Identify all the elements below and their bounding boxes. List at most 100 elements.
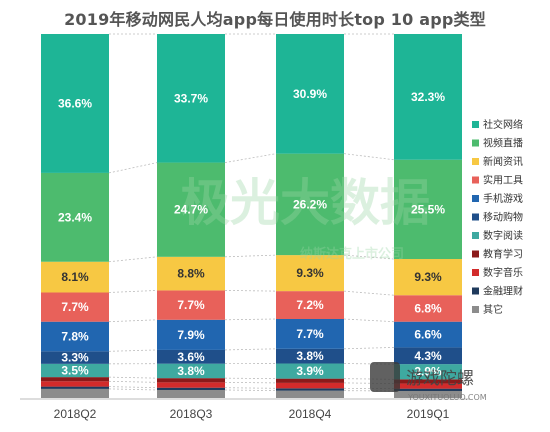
data-label-2019Q1-series-8: 9.3%: [414, 270, 442, 284]
bar-segment-2019Q1-series-8: [394, 259, 462, 296]
data-label-2018Q3-series-4: 3.8%: [177, 364, 205, 378]
connector-line: [224, 381, 277, 384]
bar-segment-2018Q4-series-6: [276, 319, 344, 349]
data-label-2018Q4-series-4: 3.9%: [296, 364, 324, 378]
bar-segment-2018Q4-series-3: [276, 378, 344, 383]
chart-title: 2019年移动网民人均app每日使用时长top 10 app类型: [64, 10, 486, 29]
bar-segment-2018Q2-series-7: [41, 292, 109, 322]
legend-swatch: [472, 213, 479, 221]
bar-segment-2018Q3-series-3: [157, 378, 225, 383]
legend-swatch: [472, 287, 479, 295]
legend-swatch: [472, 232, 479, 239]
legend-item-4[interactable]: 手机游戏: [472, 192, 523, 205]
legend-item-7[interactable]: 教育学习: [472, 248, 523, 261]
legend-swatch: [472, 121, 479, 128]
bar-segment-2019Q1-series-4: [394, 364, 462, 380]
connector-line: [224, 254, 277, 258]
bar-segment-2018Q2-series-8: [41, 261, 109, 293]
bar-segment-2018Q3-series-9: [157, 162, 225, 257]
data-label-2019Q1-series-10: 32.3%: [411, 90, 445, 104]
bar-segment-2018Q3-series-0: [157, 389, 225, 398]
connector-line: [108, 386, 158, 389]
bar-segment-2018Q4-series-8: [276, 255, 344, 292]
legend-label: 实用工具: [483, 174, 523, 187]
data-label-2018Q3-series-8: 8.8%: [177, 267, 205, 281]
legend-swatch: [472, 250, 479, 258]
x-tick-label-2018Q4: 2018Q4: [289, 407, 332, 421]
bar-segment-2018Q2-series-5: [41, 351, 109, 364]
bar-segment-2018Q2-series-10: [41, 34, 109, 173]
watermark-text: 极光大数据: [180, 174, 430, 232]
data-label-2019Q1-series-4: 3.9%: [414, 365, 442, 379]
connector-line: [108, 388, 158, 391]
legend-item-8[interactable]: 数字音乐: [472, 266, 523, 279]
legend-swatch: [472, 269, 479, 276]
bar-segment-2018Q2-series-2: [41, 381, 109, 387]
watermark: 极光大数据 纳斯达克上市公司: [180, 174, 430, 262]
legend-item-5[interactable]: 移动购物: [472, 211, 523, 224]
watermark-subtext: 纳斯达克上市公司: [300, 246, 404, 262]
bar-segment-2018Q4-series-1: [276, 388, 344, 391]
data-label-2018Q3-series-5: 3.6%: [177, 350, 205, 364]
data-label-2018Q3-series-7: 7.7%: [177, 298, 205, 312]
connector-line: [343, 290, 395, 296]
bar-segment-2019Q1-series-5: [394, 347, 462, 365]
data-label-2018Q3-series-9: 24.7%: [174, 203, 208, 217]
bar-segment-2018Q3-series-2: [157, 382, 225, 388]
bar-segment-2019Q1-series-3: [394, 379, 462, 384]
x-tick-label-2019Q1: 2019Q1: [407, 407, 450, 421]
legend-label: 手机游戏: [483, 192, 523, 205]
data-label-2018Q2-series-4: 3.5%: [61, 363, 89, 377]
data-label-2018Q2-series-8: 8.1%: [61, 270, 89, 284]
legend-label: 数字音乐: [483, 266, 523, 279]
data-label-2018Q4-series-6: 7.7%: [296, 327, 324, 341]
legend-label: 视频直播: [483, 137, 523, 150]
legend-item-3[interactable]: 实用工具: [472, 174, 523, 187]
connector-line: [108, 380, 158, 383]
legend-label: 金融理财: [483, 285, 523, 298]
bar-segment-2018Q2-series-4: [41, 363, 109, 378]
data-label-2018Q4-series-9: 26.2%: [293, 197, 327, 211]
bar-segment-2018Q4-series-4: [276, 363, 344, 379]
connector-line: [108, 290, 158, 293]
legend-label: 其它: [483, 303, 503, 316]
bar-segment-2018Q2-series-6: [41, 321, 109, 352]
bar-segment-2019Q1-series-9: [394, 159, 462, 260]
x-tick-label-2018Q3: 2018Q3: [170, 407, 213, 421]
bar-segment-2018Q4-series-10: [276, 34, 344, 154]
connector-line: [224, 387, 277, 389]
connector-line: [343, 346, 395, 350]
data-label-2018Q3-series-6: 7.9%: [177, 328, 205, 342]
data-label-2019Q1-series-6: 6.6%: [414, 328, 442, 342]
legend-swatch: [472, 195, 479, 202]
logo-icon: [370, 362, 400, 392]
bar-segment-2018Q4-series-5: [276, 348, 344, 364]
legend-label: 教育学习: [483, 248, 523, 261]
legend-item-1[interactable]: 视频直播: [472, 137, 523, 150]
legend-item-9[interactable]: 金融理财: [472, 285, 523, 298]
bar-segment-2018Q2-series-9: [41, 172, 109, 262]
legend[interactable]: 社交网络视频直播新闻资讯实用工具手机游戏移动购物数字阅读教育学习数字音乐金融理财…: [472, 118, 523, 316]
legend-item-6[interactable]: 数字阅读: [472, 229, 523, 242]
legend-swatch: [472, 176, 479, 184]
data-label-2018Q4-series-10: 30.9%: [293, 87, 327, 101]
legend-label: 数字阅读: [483, 229, 523, 242]
data-label-2018Q2-series-10: 36.6%: [58, 96, 92, 110]
bar-segment-2018Q3-series-4: [157, 363, 225, 379]
legend-swatch: [472, 158, 479, 165]
connector-line: [108, 162, 158, 174]
legend-item-0[interactable]: 社交网络: [472, 118, 523, 131]
bars-layer: [41, 34, 462, 398]
connector-line: [343, 318, 395, 323]
bar-segment-2018Q3-series-6: [157, 319, 225, 350]
data-label-2019Q1-series-5: 4.3%: [414, 349, 442, 363]
bar-segment-2018Q3-series-10: [157, 34, 225, 163]
connector-line: [224, 290, 277, 292]
legend-item-2[interactable]: 新闻资讯: [472, 155, 523, 168]
logo-watermark: 游戏陀螺 YOUXITUOLUO.COM: [370, 362, 487, 402]
bar-segment-2018Q4-series-9: [276, 153, 344, 256]
legend-item-10[interactable]: 其它: [472, 303, 503, 316]
connector-line: [108, 256, 158, 263]
data-label-2019Q1-series-7: 6.8%: [414, 301, 442, 315]
bar-segment-2019Q1-series-1: [394, 388, 462, 391]
